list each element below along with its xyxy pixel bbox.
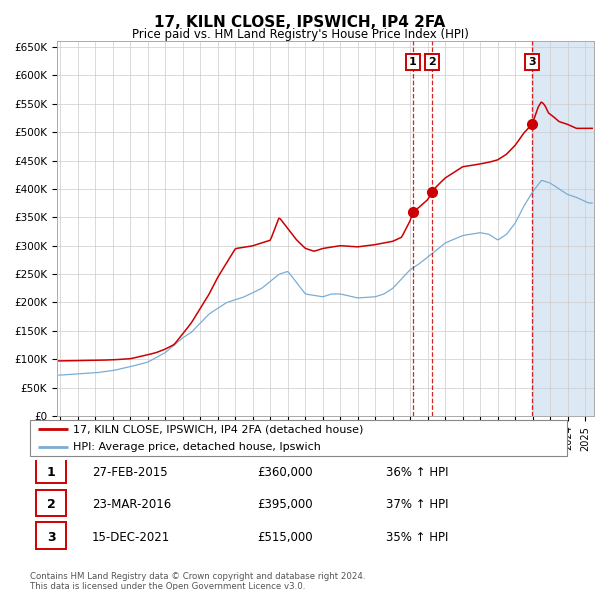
Text: 3: 3: [528, 57, 536, 67]
Text: 15-DEC-2021: 15-DEC-2021: [92, 531, 170, 544]
Text: 1: 1: [409, 57, 417, 67]
Text: £360,000: £360,000: [257, 466, 313, 478]
FancyBboxPatch shape: [37, 490, 66, 516]
Text: 27-FEB-2015: 27-FEB-2015: [92, 466, 168, 478]
Text: £395,000: £395,000: [257, 499, 313, 512]
Text: HPI: Average price, detached house, Ipswich: HPI: Average price, detached house, Ipsw…: [73, 442, 321, 452]
Text: Price paid vs. HM Land Registry's House Price Index (HPI): Price paid vs. HM Land Registry's House …: [131, 28, 469, 41]
Text: 36% ↑ HPI: 36% ↑ HPI: [386, 466, 449, 478]
Text: 23-MAR-2016: 23-MAR-2016: [92, 499, 172, 512]
Text: This data is licensed under the Open Government Licence v3.0.: This data is licensed under the Open Gov…: [30, 582, 305, 590]
Text: Contains HM Land Registry data © Crown copyright and database right 2024.: Contains HM Land Registry data © Crown c…: [30, 572, 365, 581]
FancyBboxPatch shape: [30, 419, 568, 457]
Text: 2: 2: [428, 57, 436, 67]
Bar: [532, 41, 594, 416]
Text: 17, KILN CLOSE, IPSWICH, IP4 2FA: 17, KILN CLOSE, IPSWICH, IP4 2FA: [154, 15, 446, 30]
FancyBboxPatch shape: [37, 457, 66, 483]
Text: 1: 1: [47, 466, 55, 478]
Text: 37% ↑ HPI: 37% ↑ HPI: [386, 499, 449, 512]
FancyBboxPatch shape: [37, 522, 66, 549]
Text: 2: 2: [47, 499, 55, 512]
Text: 17, KILN CLOSE, IPSWICH, IP4 2FA (detached house): 17, KILN CLOSE, IPSWICH, IP4 2FA (detach…: [73, 424, 364, 434]
Text: 35% ↑ HPI: 35% ↑ HPI: [386, 531, 449, 544]
Text: 3: 3: [47, 531, 55, 544]
Text: £515,000: £515,000: [257, 531, 313, 544]
